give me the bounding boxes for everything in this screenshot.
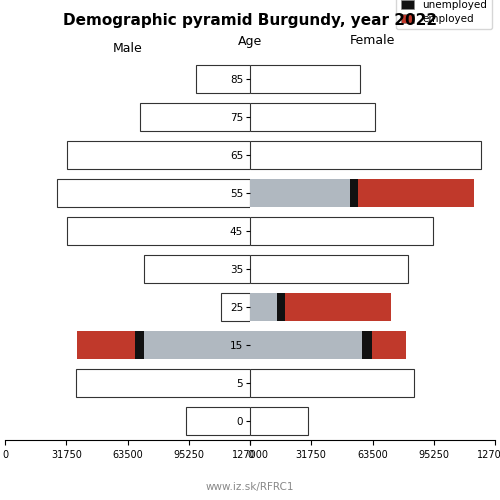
Bar — [250, 141, 482, 169]
Bar — [250, 369, 414, 397]
Text: Female: Female — [350, 34, 395, 48]
Bar — [135, 331, 250, 359]
Bar — [250, 331, 372, 359]
Bar — [76, 369, 250, 397]
Bar — [250, 179, 474, 207]
Bar — [250, 331, 362, 359]
Bar — [221, 292, 250, 322]
Legend: inactive, unemployed, employed: inactive, unemployed, employed — [396, 0, 492, 29]
Bar — [250, 179, 350, 207]
Bar — [250, 407, 308, 435]
Text: Age: Age — [238, 34, 262, 48]
Bar — [144, 331, 250, 359]
Bar — [140, 103, 250, 131]
Bar — [196, 64, 250, 93]
Bar — [250, 292, 284, 322]
Bar — [78, 331, 250, 359]
Bar — [250, 103, 376, 131]
Bar — [186, 407, 250, 435]
Bar — [57, 179, 250, 207]
Bar — [250, 255, 408, 283]
Bar — [250, 217, 434, 245]
Bar — [66, 141, 250, 169]
Bar — [144, 255, 250, 283]
Bar — [250, 292, 391, 322]
Bar — [66, 217, 250, 245]
Bar — [250, 292, 277, 322]
Bar — [250, 64, 360, 93]
Bar — [250, 179, 358, 207]
Title: Male: Male — [112, 42, 142, 54]
Text: Demographic pyramid Burgundy, year 2022: Demographic pyramid Burgundy, year 2022 — [63, 12, 437, 28]
Text: www.iz.sk/RFRC1: www.iz.sk/RFRC1 — [206, 482, 294, 492]
Bar — [250, 331, 406, 359]
